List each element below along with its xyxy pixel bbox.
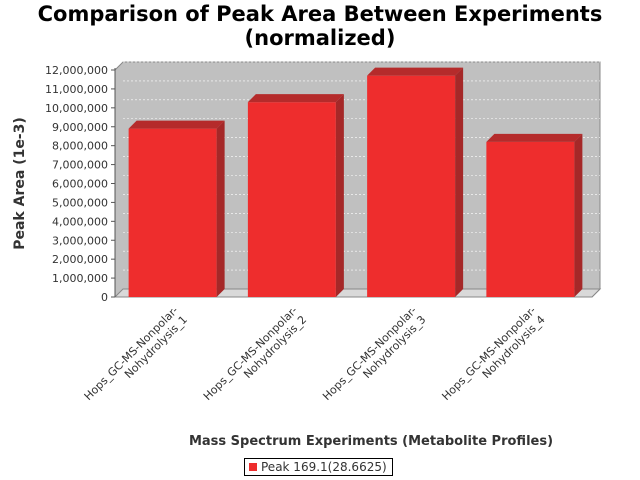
y-axis-title: Peak Area (1e-3)	[12, 117, 28, 250]
y-tick-label: 0	[101, 291, 108, 304]
y-tick-label: 10,000,000	[45, 102, 108, 115]
y-tick-label: 5,000,000	[52, 196, 108, 209]
bar-side	[574, 133, 583, 297]
bar-side	[216, 120, 225, 298]
y-tick-label: 8,000,000	[52, 140, 108, 153]
chart-title-line1: Comparison of Peak Area Between Experime…	[37, 2, 603, 26]
x-tick-label-line: Hops_GC-MS-Nonpolar-	[82, 304, 181, 403]
y-tick-label: 12,000,000	[45, 64, 108, 77]
chart-title-line2: (normalized)	[244, 26, 396, 50]
y-tick-label: 11,000,000	[45, 83, 108, 96]
legend-label: Peak 169.1(28.6625)	[261, 460, 387, 474]
bar-top	[128, 120, 225, 129]
bar	[486, 141, 575, 297]
bar-top	[247, 94, 344, 103]
y-tick-label: 6,000,000	[52, 178, 108, 191]
bar-side	[335, 94, 344, 298]
legend-swatch	[249, 463, 257, 471]
y-tick-label: 9,000,000	[52, 121, 108, 134]
bar-top	[367, 67, 464, 76]
y-tick-label: 4,000,000	[52, 215, 108, 228]
y-tick-label: 1,000,000	[52, 272, 108, 285]
x-tick-label: Hops_GC-MS-Nonpolar-Nohydrolysis_4	[439, 304, 547, 412]
x-tick-label: Hops_GC-MS-Nonpolar-Nohydrolysis_1	[82, 304, 190, 412]
x-tick-label-line: Hops_GC-MS-Nonpolar-	[320, 304, 419, 403]
bar-side	[455, 67, 464, 297]
y-tick-label: 3,000,000	[52, 234, 108, 247]
x-tick-label-line: Hops_GC-MS-Nonpolar-	[439, 304, 538, 403]
y-tick-label: 7,000,000	[52, 159, 108, 172]
x-tick-label: Hops_GC-MS-Nonpolar-Nohydrolysis_2	[201, 304, 309, 412]
legend: Peak 169.1(28.6625)	[244, 458, 393, 476]
x-tick-label: Hops_GC-MS-Nonpolar-Nohydrolysis_3	[320, 304, 428, 412]
bar-top	[486, 133, 583, 142]
bar	[247, 102, 336, 298]
bar	[128, 128, 217, 297]
bar	[367, 75, 456, 297]
chart-title: Comparison of Peak Area Between Experime…	[0, 2, 640, 50]
x-tick-label-line: Hops_GC-MS-Nonpolar-	[201, 304, 300, 403]
y-tick-label: 2,000,000	[52, 253, 108, 266]
x-axis-title: Mass Spectrum Experiments (Metabolite Pr…	[189, 434, 553, 449]
